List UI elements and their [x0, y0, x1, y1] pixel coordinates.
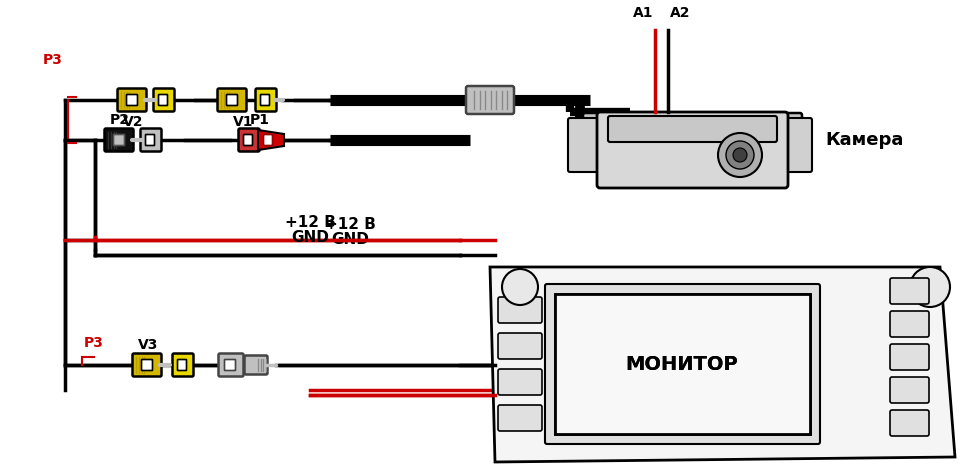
- Circle shape: [910, 267, 950, 307]
- Circle shape: [718, 133, 762, 177]
- Text: P2: P2: [110, 113, 130, 127]
- FancyBboxPatch shape: [132, 354, 161, 377]
- Circle shape: [733, 148, 747, 162]
- Text: P3: P3: [84, 336, 104, 350]
- FancyBboxPatch shape: [238, 128, 259, 152]
- FancyBboxPatch shape: [140, 128, 161, 152]
- Text: P3: P3: [43, 53, 63, 67]
- Text: V3: V3: [138, 338, 158, 352]
- Circle shape: [726, 141, 754, 169]
- Text: Камера: Камера: [825, 131, 903, 149]
- FancyBboxPatch shape: [113, 135, 125, 145]
- Text: V2: V2: [123, 115, 143, 129]
- Text: A2: A2: [670, 6, 690, 20]
- FancyBboxPatch shape: [245, 355, 268, 374]
- FancyBboxPatch shape: [173, 354, 194, 377]
- FancyBboxPatch shape: [154, 89, 175, 111]
- FancyBboxPatch shape: [498, 297, 542, 323]
- Text: GND: GND: [331, 232, 369, 247]
- FancyBboxPatch shape: [218, 89, 247, 111]
- FancyBboxPatch shape: [146, 135, 155, 145]
- FancyBboxPatch shape: [260, 94, 270, 106]
- FancyBboxPatch shape: [545, 284, 820, 444]
- FancyBboxPatch shape: [555, 294, 810, 434]
- Text: +12 В: +12 В: [324, 217, 375, 232]
- FancyBboxPatch shape: [890, 311, 929, 337]
- Polygon shape: [490, 267, 955, 462]
- Polygon shape: [258, 130, 284, 150]
- FancyBboxPatch shape: [498, 333, 542, 359]
- Circle shape: [502, 269, 538, 305]
- FancyBboxPatch shape: [105, 128, 133, 152]
- FancyBboxPatch shape: [568, 118, 602, 172]
- FancyBboxPatch shape: [219, 354, 244, 377]
- FancyBboxPatch shape: [178, 360, 186, 371]
- FancyBboxPatch shape: [597, 112, 788, 188]
- FancyBboxPatch shape: [255, 89, 276, 111]
- FancyBboxPatch shape: [890, 377, 929, 403]
- FancyBboxPatch shape: [466, 86, 514, 114]
- FancyBboxPatch shape: [117, 89, 147, 111]
- Text: МОНИТОР: МОНИТОР: [626, 354, 738, 373]
- FancyBboxPatch shape: [498, 369, 542, 395]
- FancyBboxPatch shape: [227, 94, 237, 106]
- FancyBboxPatch shape: [555, 294, 810, 434]
- FancyBboxPatch shape: [890, 344, 929, 370]
- FancyBboxPatch shape: [141, 360, 153, 371]
- FancyBboxPatch shape: [244, 135, 252, 145]
- FancyBboxPatch shape: [583, 113, 802, 152]
- FancyBboxPatch shape: [890, 410, 929, 436]
- FancyBboxPatch shape: [127, 94, 137, 106]
- FancyBboxPatch shape: [158, 94, 167, 106]
- Text: P1: P1: [250, 113, 270, 127]
- Text: МОНИТОР: МОНИТОР: [626, 354, 738, 373]
- FancyBboxPatch shape: [608, 116, 777, 142]
- FancyBboxPatch shape: [263, 135, 273, 145]
- FancyBboxPatch shape: [783, 118, 812, 172]
- Text: GND: GND: [291, 230, 329, 245]
- Text: A1: A1: [633, 6, 653, 20]
- FancyBboxPatch shape: [498, 405, 542, 431]
- FancyBboxPatch shape: [890, 278, 929, 304]
- Text: V1: V1: [232, 115, 253, 129]
- FancyBboxPatch shape: [225, 360, 235, 371]
- Text: +12 В: +12 В: [284, 215, 335, 230]
